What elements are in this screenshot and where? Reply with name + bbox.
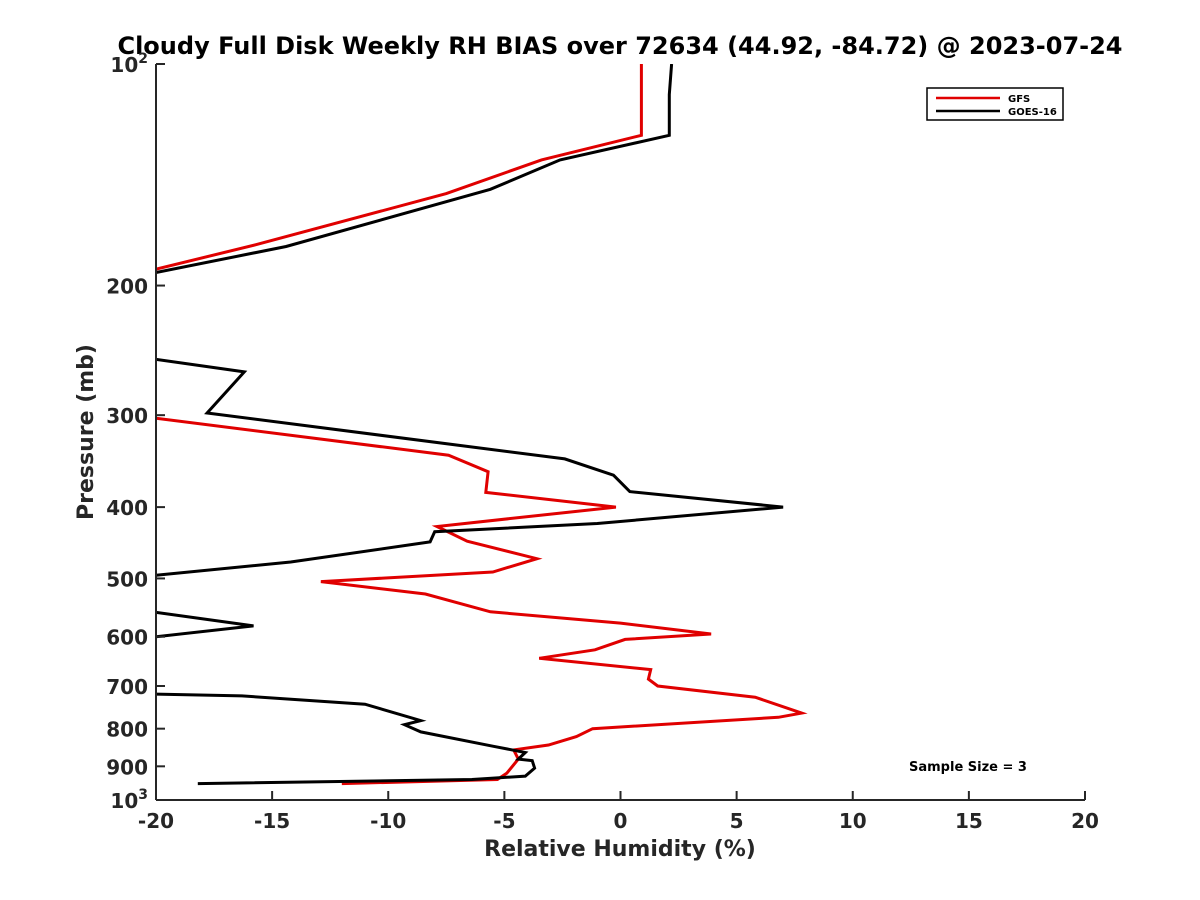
y-tick-label: 900 [106, 755, 148, 779]
sample-size-annotation: Sample Size = 3 [909, 760, 1027, 775]
x-tick-label: 20 [1071, 809, 1099, 833]
legend-box [926, 87, 1064, 121]
legend-label-goes16: GOES-16 [1008, 107, 1057, 118]
y-tick-label: 700 [106, 675, 148, 699]
x-tick-label: 15 [955, 809, 983, 833]
y-tick-label: 800 [106, 718, 148, 742]
y-tick-label: 103 [110, 787, 148, 813]
x-tick-label: 0 [614, 809, 628, 833]
series-line-gfs [156, 64, 808, 786]
y-tick-label: 200 [106, 275, 148, 299]
y-tick-label: 102 [110, 51, 148, 77]
chart-title: Cloudy Full Disk Weekly RH BIAS over 726… [117, 32, 1122, 60]
legend-label-gfs: GFS [1008, 94, 1030, 105]
series-line-goes-16 [156, 64, 784, 786]
x-tick-label: 10 [839, 809, 867, 833]
axes [155, 64, 1085, 801]
x-ticks: -20 -15 -10 -5 0 5 10 15 20 [138, 791, 1099, 833]
x-tick-label: 5 [730, 809, 744, 833]
plot-lines [156, 64, 808, 786]
legend: GFS GOES-16 [926, 87, 1064, 121]
y-axis-label: Pressure (mb) [74, 344, 99, 520]
y-tick-label: 400 [106, 496, 148, 520]
y-tick-label: 600 [106, 626, 148, 650]
y-tick-label: 500 [106, 567, 148, 591]
x-tick-label: -15 [254, 809, 290, 833]
y-ticks: 102 200 300 400 500 600 700 800 900 103 [106, 51, 165, 813]
x-axis-label: Relative Humidity (%) [484, 837, 756, 862]
x-tick-label: -5 [493, 809, 515, 833]
y-tick-label: 300 [106, 404, 148, 428]
x-tick-label: -20 [138, 809, 174, 833]
x-tick-label: -10 [370, 809, 406, 833]
